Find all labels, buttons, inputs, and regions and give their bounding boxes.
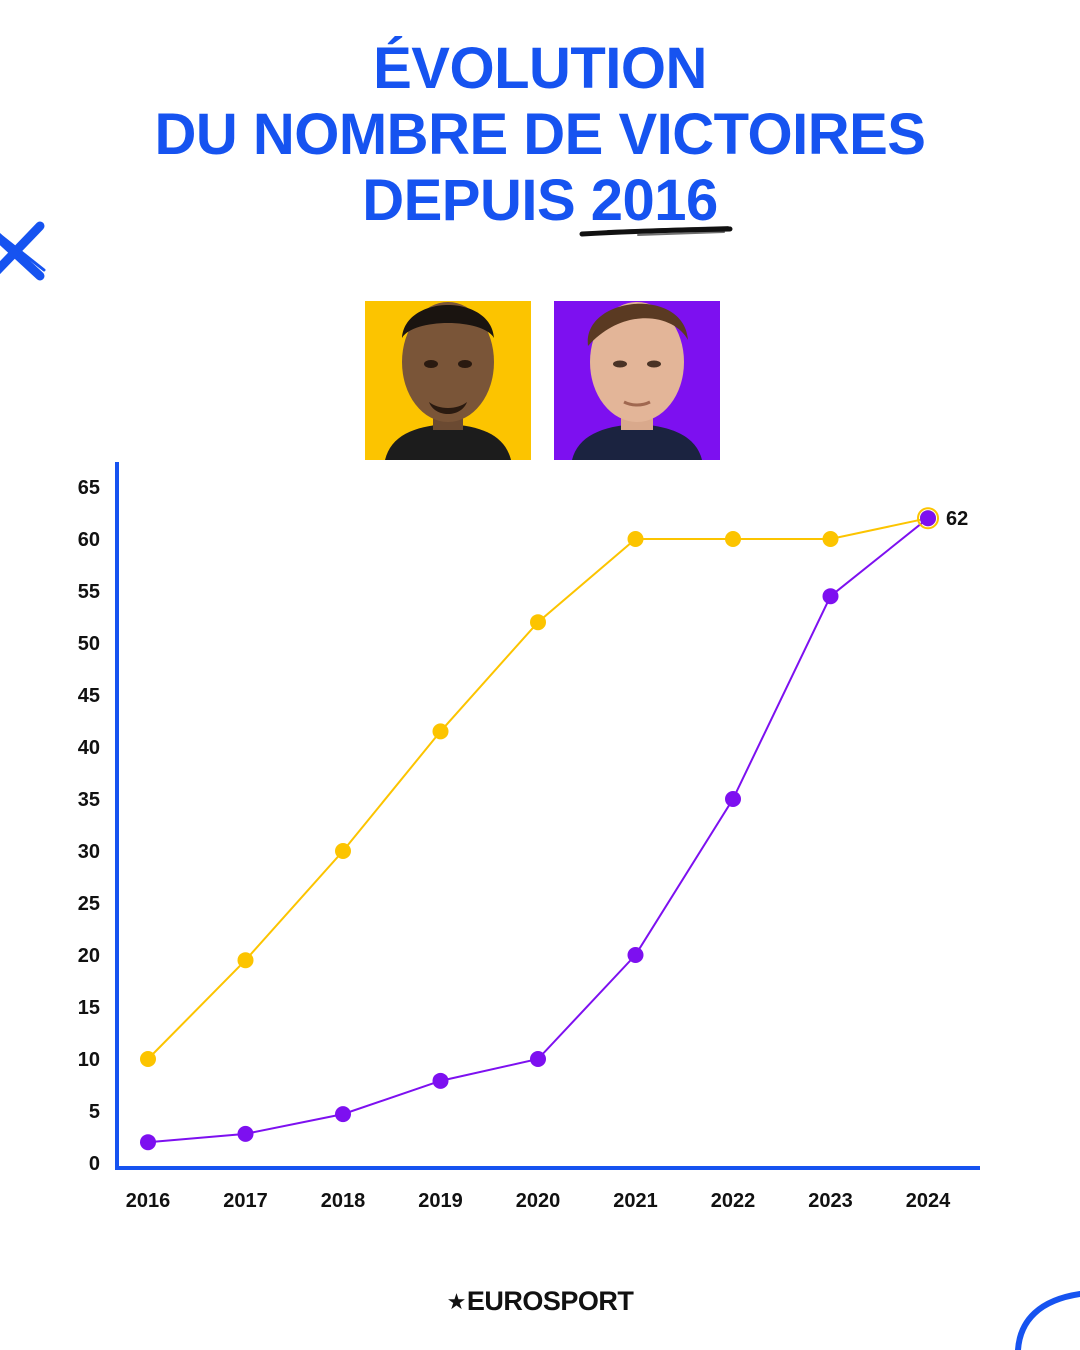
data-point-series-2 — [237, 1125, 254, 1142]
x-tick-label: 2024 — [906, 1190, 951, 1212]
y-tick-label: 0 — [89, 1153, 100, 1175]
end-point-ring — [917, 507, 939, 530]
x-tick-label: 2020 — [516, 1190, 561, 1212]
data-point-series-2 — [627, 947, 644, 963]
data-point-series-2 — [920, 510, 936, 527]
data-point-series-1 — [432, 723, 449, 740]
data-point-series-1 — [627, 531, 644, 547]
end-value-label: 62 — [946, 508, 968, 530]
title-line-1: ÉVOLUTION — [373, 36, 707, 101]
data-point-series-2 — [822, 588, 839, 605]
x-tick-label: 2016 — [126, 1190, 171, 1212]
series-line-1 — [147, 517, 929, 1060]
cross-decoration-icon — [0, 221, 46, 281]
y-tick-label: 50 — [78, 633, 100, 655]
data-point-series-2 — [140, 1134, 156, 1151]
x-tick-label: 2019 — [418, 1190, 463, 1212]
brush-underline-icon — [579, 226, 733, 237]
x-tick-label: 2017 — [223, 1190, 268, 1212]
y-tick-label: 5 — [89, 1101, 100, 1123]
data-point-series-2 — [530, 1051, 546, 1067]
eurosport-logo: ★EUROSPORT — [0, 1286, 1080, 1317]
data-point-series-2 — [725, 791, 741, 807]
y-tick-label: 65 — [78, 477, 100, 499]
y-tick-label: 20 — [78, 945, 100, 967]
y-tick-label: 35 — [78, 789, 100, 811]
title-line-2: DU NOMBRE DE VICTOIRES — [154, 102, 926, 167]
title-line-3: DEPUIS 2016 — [362, 168, 718, 233]
driver-portrait-purple — [554, 276, 720, 460]
x-tick-label: 2023 — [808, 1190, 853, 1212]
data-point-series-1 — [822, 531, 839, 547]
data-point-series-1 — [140, 1051, 156, 1067]
y-tick-label: 60 — [78, 529, 100, 551]
y-tick-label: 10 — [78, 1049, 100, 1071]
y-tick-label: 25 — [78, 893, 100, 915]
y-tick-label: 40 — [78, 737, 100, 759]
wins-line-chart: 0 5 10 15 20 25 30 35 40 45 50 55 60 65 2016 2017 2018 20… — [78, 462, 980, 1212]
logo-star-icon: ★ — [446, 1289, 467, 1314]
data-point-series-2 — [335, 1106, 351, 1123]
arc-decoration-icon — [1015, 1291, 1080, 1350]
y-tick-label: 55 — [78, 581, 100, 603]
y-tick-label: 45 — [78, 685, 100, 707]
y-tick-label: 30 — [78, 841, 100, 863]
x-tick-label: 2021 — [613, 1190, 658, 1212]
data-point-series-1 — [335, 843, 351, 859]
series-line-2 — [147, 517, 929, 1144]
data-point-series-1 — [530, 614, 546, 631]
data-point-series-2 — [432, 1072, 449, 1089]
driver-portrait-yellow — [365, 276, 531, 460]
data-point-series-1 — [237, 952, 254, 969]
data-point-series-1 — [725, 531, 741, 547]
x-tick-label: 2018 — [321, 1190, 366, 1212]
y-tick-label: 15 — [78, 997, 100, 1019]
logo-text: EUROSPORT — [466, 1286, 634, 1316]
chart-title: ÉVOLUTION DU NOMBRE DE VICTOIRES DEPUIS … — [0, 36, 1080, 234]
x-tick-label: 2022 — [711, 1190, 756, 1212]
